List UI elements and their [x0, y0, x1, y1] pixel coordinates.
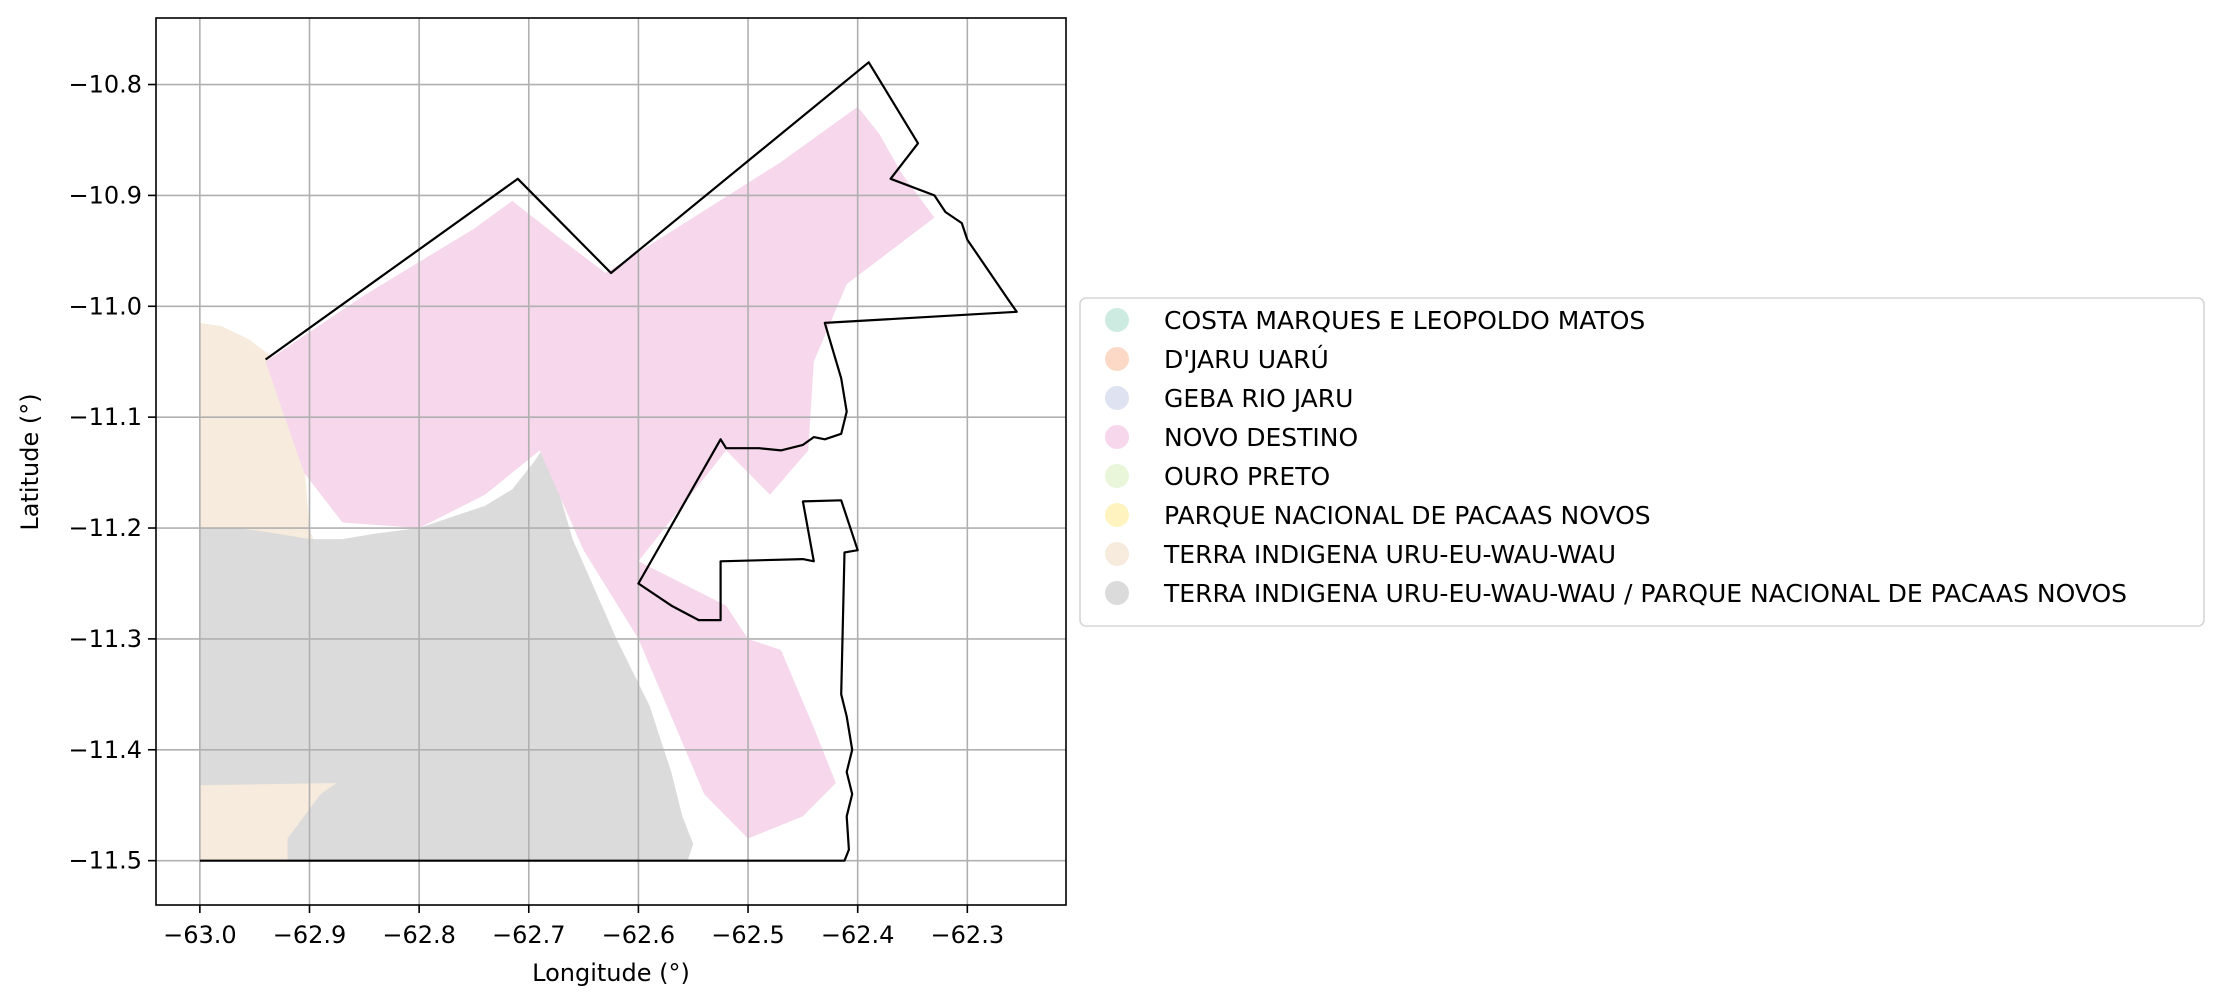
legend-item: TERRA INDIGENA URU-EU-WAU-WAU / PARQUE N… [1105, 579, 2127, 608]
legend-label: GEBA RIO JARU [1164, 384, 1353, 413]
x-tick-label: −62.7 [492, 921, 566, 949]
legend-marker [1105, 503, 1129, 527]
legend-label: TERRA INDIGENA URU-EU-WAU-WAU [1163, 540, 1616, 569]
grid-layer [156, 18, 1066, 905]
legend-label: NOVO DESTINO [1164, 423, 1358, 452]
legend-frame [1079, 297, 2205, 627]
plot-area [155, 17, 1067, 906]
x-tick-label: −62.3 [931, 921, 1005, 949]
x-tick-label: −62.9 [273, 921, 347, 949]
legend-label: PARQUE NACIONAL DE PACAAS NOVOS [1164, 501, 1651, 530]
y-tick-label: −11.2 [68, 514, 142, 542]
y-tick-label: −11.3 [68, 625, 142, 653]
x-tick-label: −62.8 [382, 921, 456, 949]
axes-frame [155, 17, 1067, 906]
legend-label: D'JARU UARÚ [1164, 344, 1329, 374]
legend: COSTA MARQUES E LEOPOLDO MATOS D'JARU UAR… [1079, 297, 2205, 627]
y-tick-label: −11.4 [68, 736, 142, 764]
y-tick-label: −11.1 [68, 403, 142, 431]
study-area-boundary [199, 61, 1018, 862]
x-tick-label: −62.5 [711, 921, 785, 949]
x-tick-label: −62.6 [602, 921, 676, 949]
legend-marker [1105, 308, 1129, 332]
y-tick-label: −10.9 [68, 181, 142, 209]
legend-marker [1105, 386, 1129, 410]
legend-marker [1105, 347, 1129, 371]
y-tick-label: −11.5 [68, 847, 142, 875]
x-tick-label: −63.0 [163, 921, 237, 949]
x-axis-label: Longitude (°) [532, 959, 690, 987]
legend-label: TERRA INDIGENA URU-EU-WAU-WAU / PARQUE N… [1163, 579, 2127, 608]
ticks-layer: −63.0 −62.9 −62.8 −62.7 −62.6 −62.5 −62.4 −62.3… [68, 71, 1004, 949]
legend-marker [1105, 581, 1129, 605]
legend-item: NOVO DESTINO [1105, 423, 1358, 452]
legend-item: PARQUE NACIONAL DE PACAAS NOVOS [1105, 501, 1651, 530]
region-novo-destino [265, 106, 935, 839]
legend-label: COSTA MARQUES E LEOPOLDO MATOS [1164, 306, 1645, 335]
legend-marker [1105, 464, 1129, 488]
y-tick-label: −11.0 [68, 292, 142, 320]
legend-item: OURO PRETO [1105, 462, 1330, 491]
legend-item: GEBA RIO JARU [1105, 384, 1353, 413]
x-tick-label: −62.4 [821, 921, 895, 949]
region-terra-indigena-uru-eu-wau-wau-parque-nacional-de-pacaas-novos [199, 444, 694, 861]
legend-label: OURO PRETO [1164, 462, 1330, 491]
legend-item: TERRA INDIGENA URU-EU-WAU-WAU [1105, 540, 1616, 569]
legend-item: D'JARU UARÚ [1105, 344, 1329, 374]
legend-entries: COSTA MARQUES E LEOPOLDO MATOS D'JARU UAR… [1105, 306, 2127, 608]
boundary-layer [199, 61, 1018, 862]
y-axis-label: Latitude (°) [16, 393, 44, 530]
regions-layer [199, 106, 935, 861]
legend-item: COSTA MARQUES E LEOPOLDO MATOS [1105, 306, 1645, 335]
y-tick-label: −10.8 [68, 71, 142, 99]
legend-marker [1105, 542, 1129, 566]
legend-marker [1105, 425, 1129, 449]
